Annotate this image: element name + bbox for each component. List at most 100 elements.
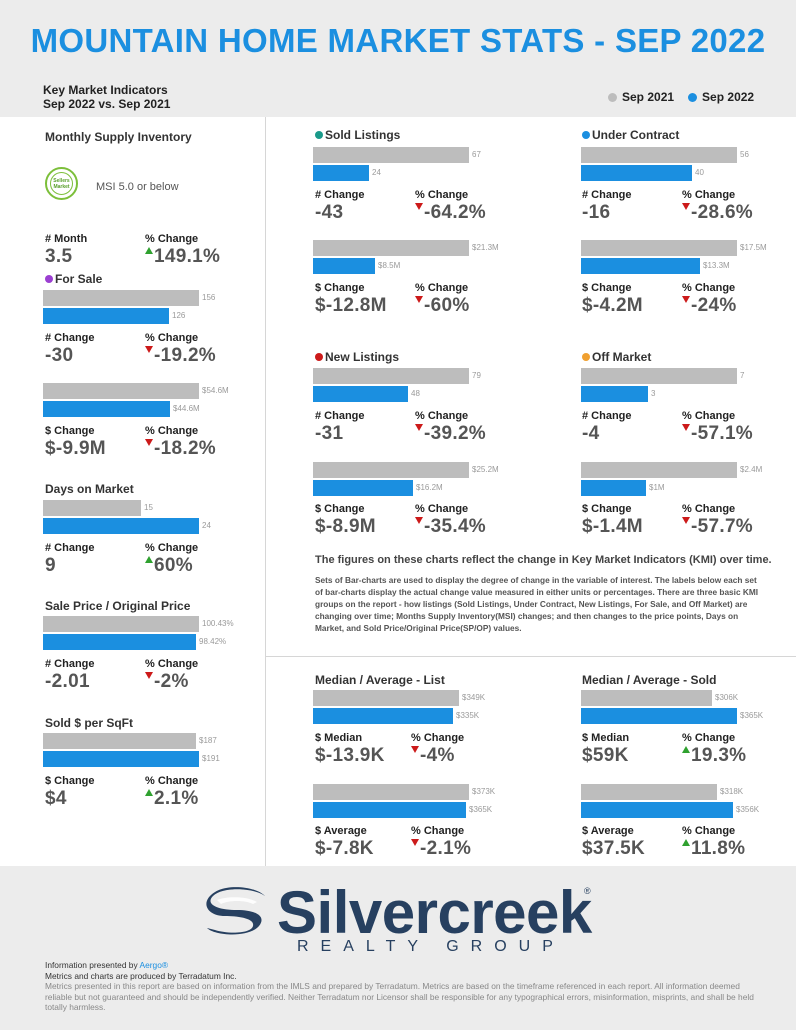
under-contract-volume-curr-bar-label: $13.3M <box>703 261 730 270</box>
for-sale-volume-prev-bar <box>43 383 199 399</box>
sold-prices-title: Median / Average - Sold <box>582 673 716 687</box>
section-title-text: New Listings <box>325 350 400 364</box>
sqft-pct-label: % Change <box>145 775 199 787</box>
list-prices-median-pct-value: -4% <box>420 745 455 766</box>
new-listings-volume-curr-bar-label: $16.2M <box>416 483 443 492</box>
sold-prices-median-curr-bar <box>581 708 737 724</box>
section-title-text: Median / Average - List <box>315 673 445 687</box>
sqft-prev-bar-label: $187 <box>199 736 217 745</box>
under-contract-title: Under Contract <box>582 128 679 142</box>
msi-threshold-text: MSI 5.0 or below <box>96 181 179 193</box>
status-dot-icon <box>315 131 323 139</box>
for-sale-volume-curr-bar-row: $44.6M <box>43 401 259 417</box>
up-arrow-icon <box>145 556 153 563</box>
off-market-volume-pct-label: % Change <box>682 503 736 515</box>
down-arrow-icon <box>411 839 419 846</box>
msi-pct-change: 149.1% <box>145 246 220 268</box>
aergo-link[interactable]: Aergo® <box>139 960 169 970</box>
sold-count-prev-bar-label: 67 <box>472 150 481 159</box>
list-prices-average-change-label: $ Average <box>315 825 367 837</box>
legend-prev-swatch <box>608 92 617 102</box>
down-arrow-icon <box>415 296 423 303</box>
msi-month-value: 3.5 <box>45 246 73 267</box>
msi-title: Monthly Supply Inventory <box>45 130 192 144</box>
section-title-text: Under Contract <box>592 128 680 142</box>
sold-prices-average-change-value: $37.5K <box>582 838 646 859</box>
down-arrow-icon <box>682 424 690 431</box>
under-contract-volume-pct-label: % Change <box>682 282 736 294</box>
spop-pct-value: -2% <box>154 671 189 692</box>
new-listings-volume-prev-bar <box>313 462 469 478</box>
under-contract-volume-prev-bar <box>581 240 737 256</box>
logo-subtitle: REALTY GROUP <box>297 938 565 955</box>
off-market-volume-prev-bar-label: $2.4M <box>740 465 763 474</box>
list-prices-median-prev-bar-row: $349K <box>313 690 529 706</box>
spop-curr-bar-row: 98.42% <box>43 634 259 650</box>
dom-change-label: # Change <box>45 542 95 554</box>
list-prices-average-prev-bar-row: $373K <box>313 784 529 800</box>
list-prices-average-curr-bar-label: $365K <box>469 805 493 814</box>
under-contract-count-pct-label: % Change <box>682 189 736 201</box>
under-contract-volume-prev-bar-label: $17.5M <box>740 243 767 252</box>
off-market-count-change-value: -4 <box>582 423 600 444</box>
for-sale-count-prev-bar-row: 156 <box>43 290 259 306</box>
new-listings-count-change-value: -31 <box>315 423 344 444</box>
sold-prices-median-curr-bar-row: $365K <box>581 708 796 724</box>
sqft-prev-bar-row: $187 <box>43 733 259 749</box>
page-title: MOUNTAIN HOME MARKET STATS - SEP 2022 <box>30 22 766 59</box>
list-prices-title: Median / Average - List <box>315 673 445 687</box>
new-listings-volume-change-label: $ Change <box>315 503 365 515</box>
off-market-count-prev-bar <box>581 368 737 384</box>
off-market-volume-change-value: $-1.4M <box>582 516 643 537</box>
off-market-volume-curr-bar-label: $1M <box>649 483 665 492</box>
sold-count-pct-label: % Change <box>415 189 469 201</box>
status-dot-icon <box>582 353 590 361</box>
kmi-line2: Sep 2022 vs. Sep 2021 <box>43 97 171 111</box>
note-title: The figures on these charts reflect the … <box>315 554 772 566</box>
off-market-count-pct-label: % Change <box>682 410 736 422</box>
off-market-count-pct-change: -57.1% <box>682 423 753 445</box>
down-arrow-icon <box>145 672 153 679</box>
new-listings-volume-prev-bar-label: $25.2M <box>472 465 499 474</box>
sold-prices-average-prev-bar <box>581 784 717 800</box>
list-prices-average-prev-bar <box>313 784 469 800</box>
sqft-change-label: $ Change <box>45 775 95 787</box>
list-prices-median-curr-bar <box>313 708 453 724</box>
under-contract-volume-change-label: $ Change <box>582 282 632 294</box>
off-market-count-prev-bar-row: 7 <box>581 368 796 384</box>
for-sale-count-curr-bar <box>43 308 169 324</box>
new-listings-volume-prev-bar-row: $25.2M <box>313 462 529 478</box>
new-listings-count-prev-bar-row: 79 <box>313 368 529 384</box>
sold-count-pct-change: -64.2% <box>415 202 486 224</box>
list-prices-average-pct-label: % Change <box>411 825 465 837</box>
off-market-title: Off Market <box>582 350 651 364</box>
under-contract-count-pct-change: -28.6% <box>682 202 753 224</box>
dom-prev-bar <box>43 500 141 516</box>
sold-count-curr-bar-row: 24 <box>313 165 529 181</box>
footer-line2: Metrics and charts are produced by Terra… <box>45 970 237 981</box>
off-market-volume-curr-bar <box>581 480 646 496</box>
for-sale-volume-pct-label: % Change <box>145 425 199 437</box>
for-sale-count-prev-bar <box>43 290 199 306</box>
company-logo: Silvercreek ® REALTY GROUP <box>0 882 796 955</box>
off-market-volume-prev-bar-row: $2.4M <box>581 462 796 478</box>
sold-prices-average-pct-value: 11.8% <box>691 838 746 859</box>
dom-prev-bar-row: 15 <box>43 500 259 516</box>
for-sale-volume-change-value: $-9.9M <box>45 438 106 459</box>
sellers-market-badge-icon: Sellers Market <box>45 167 78 200</box>
for-sale-volume-change-label: $ Change <box>45 425 95 437</box>
sold-prices-average-prev-bar-label: $318K <box>720 787 744 796</box>
under-contract-volume-pct-change: -24% <box>682 295 737 317</box>
list-prices-average-pct-value: -2.1% <box>420 838 472 859</box>
section-title-text: Sale Price / Original Price <box>45 599 191 613</box>
spop-prev-bar <box>43 616 199 632</box>
off-market-count-change-label: # Change <box>582 410 632 422</box>
under-contract-count-curr-bar <box>581 165 692 181</box>
under-contract-count-prev-bar-row: 56 <box>581 147 796 163</box>
sold-prices-median-pct-change: 19.3% <box>682 745 746 767</box>
sold-volume-curr-bar-label: $8.5M <box>378 261 401 270</box>
spop-curr-bar-label: 98.42% <box>199 637 227 646</box>
sqft-title: Sold $ per SqFt <box>45 716 133 730</box>
sold-prices-median-prev-bar <box>581 690 712 706</box>
off-market-count-curr-bar <box>581 386 648 402</box>
